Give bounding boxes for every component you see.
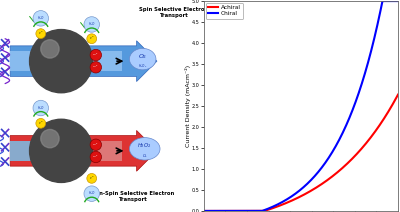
Text: $OH^-$: $OH^-$	[92, 142, 99, 148]
Chiral	[306, 181, 311, 183]
Achiral	[306, 191, 311, 193]
Achiral	[317, 184, 322, 187]
Achiral	[295, 197, 300, 199]
Text: $H_2O$: $H_2O$	[37, 104, 45, 112]
Circle shape	[41, 130, 59, 148]
Circle shape	[30, 119, 93, 183]
Circle shape	[36, 29, 46, 39]
Circle shape	[41, 40, 59, 58]
Line: Achiral: Achiral	[204, 95, 398, 211]
Text: $O_2$: $O_2$	[138, 52, 147, 60]
Ellipse shape	[130, 48, 156, 70]
Circle shape	[87, 34, 97, 44]
Text: $e^-$: $e^-$	[89, 35, 94, 42]
Chiral	[294, 192, 298, 194]
Text: $O_2$: $O_2$	[142, 153, 148, 160]
Text: Non-Spin Selective Electron
Transport: Non-Spin Selective Electron Transport	[91, 191, 174, 202]
Text: Spin Selective Electron
Transport: Spin Selective Electron Transport	[139, 7, 208, 18]
Circle shape	[90, 49, 102, 61]
Circle shape	[90, 61, 102, 73]
Achiral	[396, 93, 400, 96]
Text: $H_2O_2$: $H_2O_2$	[138, 63, 147, 70]
Bar	[82, 141, 122, 161]
Chiral	[391, 0, 396, 2]
Text: $e^-$: $e^-$	[38, 120, 44, 127]
Circle shape	[90, 139, 102, 151]
Circle shape	[87, 173, 97, 183]
Circle shape	[33, 11, 48, 26]
Text: $OH^-$: $OH^-$	[92, 64, 99, 70]
Chiral	[202, 210, 206, 212]
Circle shape	[84, 186, 100, 201]
Circle shape	[36, 119, 46, 128]
Y-axis label: Current Density (mAcm⁻²): Current Density (mAcm⁻²)	[184, 65, 190, 147]
Circle shape	[84, 17, 100, 32]
Achiral	[391, 102, 396, 104]
Achiral	[202, 210, 206, 212]
Circle shape	[33, 100, 48, 116]
Chiral	[317, 169, 322, 172]
Chiral	[295, 191, 300, 194]
Chiral	[396, 0, 400, 2]
Text: $OH^-$: $OH^-$	[92, 52, 99, 58]
Chiral	[360, 78, 365, 81]
Text: $e^-$: $e^-$	[38, 30, 44, 37]
Line: Chiral: Chiral	[204, 1, 398, 211]
FancyArrow shape	[10, 41, 157, 82]
Circle shape	[90, 151, 102, 163]
Bar	[10, 51, 122, 71]
Circle shape	[30, 29, 93, 93]
Text: $H_2O$: $H_2O$	[88, 21, 96, 28]
Achiral	[360, 146, 365, 148]
Text: $OH^-$: $OH^-$	[92, 154, 99, 160]
Achiral	[294, 197, 298, 200]
Bar	[10, 141, 82, 161]
Text: $e^-$: $e^-$	[89, 175, 94, 182]
Text: $H_2O$: $H_2O$	[88, 190, 96, 197]
Ellipse shape	[130, 138, 160, 160]
FancyArrow shape	[10, 130, 157, 171]
Text: $H_2O$: $H_2O$	[37, 15, 45, 22]
Chiral	[380, 0, 385, 2]
Legend: Achiral, Chiral: Achiral, Chiral	[206, 3, 243, 19]
Text: $H_2O_2$: $H_2O_2$	[138, 141, 152, 150]
